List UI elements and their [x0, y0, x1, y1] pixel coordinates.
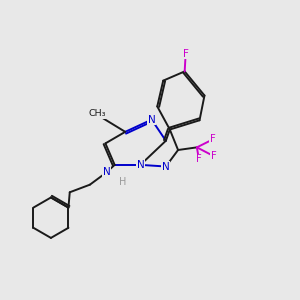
Text: N: N — [136, 160, 144, 170]
Text: N: N — [162, 161, 170, 172]
Text: F: F — [211, 151, 216, 161]
Text: CH₃: CH₃ — [88, 110, 106, 118]
Text: H: H — [119, 177, 127, 188]
Text: F: F — [183, 49, 189, 58]
Text: F: F — [210, 134, 216, 144]
Text: N: N — [103, 167, 110, 178]
Text: F: F — [196, 154, 202, 164]
Text: N: N — [148, 115, 155, 124]
